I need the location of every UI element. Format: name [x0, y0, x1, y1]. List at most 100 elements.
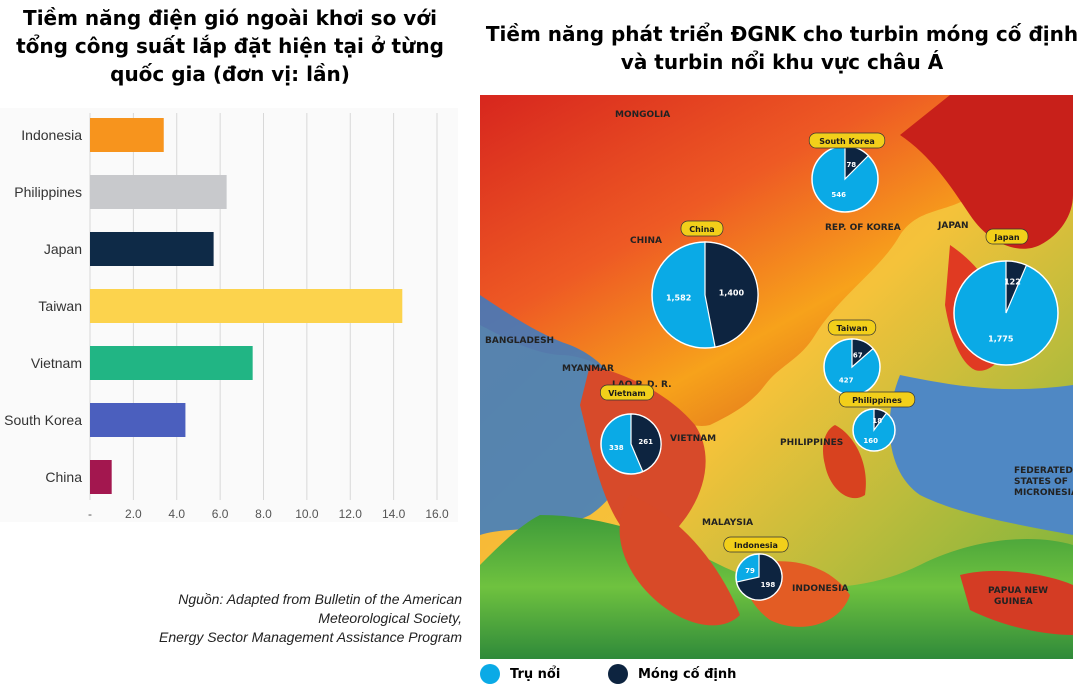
pie-taiwan: 67 427 Taiwan	[823, 319, 881, 396]
pie-slice-fixed	[735, 553, 783, 601]
pie-country-label: Vietnam	[608, 389, 645, 398]
bar-chart: - 2.0 4.0 6.0 8.0 10.0 12.0 14.0 16.0 Indonesia Ph…	[4, 113, 449, 521]
x-tick-label: -	[88, 507, 92, 521]
pie-japan: 122 1,775 Japan	[953, 228, 1059, 366]
map-label-vietnam: VIETNAM	[670, 434, 716, 444]
pie-value-floating: 1,775	[988, 334, 1014, 343]
map-label-bangladesh: BANGLADESH	[485, 336, 554, 346]
bay-of-bengal	[480, 295, 633, 535]
bar-japan	[90, 232, 214, 266]
philippines-land	[823, 425, 866, 499]
pie-badge	[808, 132, 886, 149]
legend-floating-swatch	[480, 664, 500, 684]
map-label-malaysia: MALAYSIA	[702, 518, 753, 528]
pie-country-label: Japan	[993, 233, 1020, 242]
pie-layer: 78 546 South Korea 1,400 1,582 China 122 1,775 J…	[600, 132, 1059, 601]
pie-value-fixed: 198	[761, 581, 776, 589]
legend-fixed-label: Móng cố định	[638, 666, 737, 682]
category-label: Vietnam	[31, 355, 82, 371]
map-panel: MONGOLIA CHINA REP. OF KOREA JAPAN BANGLADES…	[480, 95, 1073, 659]
pie-slice-fixed	[851, 338, 874, 369]
papua-land	[960, 570, 1073, 635]
pie-value-fixed: 261	[638, 438, 653, 446]
x-tick-label: 16.0	[425, 507, 449, 521]
source-line-3: Energy Sector Management Assistance Prog…	[159, 629, 462, 645]
source-line-1: Nguồn: Adapted from Bulletin of the Amer…	[178, 591, 462, 607]
map-chart: MONGOLIA CHINA REP. OF KOREA JAPAN BANGLADES…	[480, 95, 1073, 659]
legend-floating-label: Trụ nổi	[510, 666, 561, 682]
pie-country-label: Indonesia	[734, 541, 778, 550]
pie-value-fixed: 122	[1004, 277, 1021, 286]
bar-philippines	[90, 175, 227, 209]
pie-value-floating: 427	[839, 377, 854, 385]
pie-country-label: Taiwan	[836, 324, 867, 333]
x-tick-label: 4.0	[168, 507, 185, 521]
x-tick-label: 10.0	[295, 507, 319, 521]
pie-value-floating: 338	[609, 444, 624, 452]
bar-south-korea	[90, 403, 186, 437]
map-label-rep_korea: REP. OF KOREA	[825, 223, 901, 233]
pie-value-fixed: 1,400	[719, 288, 745, 297]
x-tick-label: 2.0	[125, 507, 142, 521]
legend-floating: Trụ nổi	[480, 663, 560, 685]
pie-china: 1,400 1,582 China	[651, 220, 759, 349]
category-label: South Korea	[4, 412, 82, 428]
bar-chart-panel: - 2.0 4.0 6.0 8.0 10.0 12.0 14.0 16.0 Indonesia Ph…	[0, 108, 458, 522]
source-line-2: Meteorological Society,	[318, 610, 462, 626]
map-label-myanmar: MYANMAR	[562, 364, 614, 374]
x-tick-label: 8.0	[255, 507, 272, 521]
pacific-ocean	[889, 375, 1073, 535]
pie-value-fixed: 67	[853, 351, 863, 359]
legend-fixed-swatch	[608, 664, 628, 684]
pie-indonesia: 198 79 Indonesia	[723, 536, 789, 601]
north-east-land	[900, 95, 1073, 249]
pie-value-fixed: 78	[846, 161, 856, 169]
pie-value-floating: 79	[745, 567, 755, 575]
map-label-indonesia: INDONESIA	[792, 584, 849, 594]
map-label-china: CHINA	[630, 236, 662, 246]
category-label: Philippines	[14, 184, 82, 200]
map-labels: MONGOLIA CHINA REP. OF KOREA JAPAN BANGLADES…	[485, 110, 1073, 607]
category-label: Japan	[44, 241, 82, 257]
category-label: Indonesia	[21, 127, 82, 143]
pie-slice-fixed	[1005, 260, 1028, 314]
category-label: China	[45, 469, 82, 485]
x-tick-label: 12.0	[339, 507, 363, 521]
legend: Trụ nổi Móng cố định	[480, 660, 1080, 687]
x-tick-label: 14.0	[382, 507, 406, 521]
pie-badge	[680, 220, 724, 237]
pie-value-floating: 160	[863, 437, 878, 445]
pie-badge	[827, 319, 877, 336]
sumatra-land	[619, 495, 740, 626]
map-chart-title: Tiềm năng phát triển ĐGNK cho turbin món…	[485, 22, 1079, 74]
pie-country-label: South Korea	[819, 137, 875, 146]
map-label-japan: JAPAN	[937, 221, 969, 231]
map-label-philippines: PHILIPPINES	[780, 438, 843, 448]
map-label-micronesia: FEDERATED STATES OF MICRONESIA	[1014, 466, 1073, 498]
bar-vietnam	[90, 346, 253, 380]
bar-chart-title: Tiềm năng điện gió ngoài khơi so với tổn…	[16, 6, 444, 86]
pie-country-label: Philippines	[852, 396, 902, 405]
source-note: Nguồn: Adapted from Bulletin of the Amer…	[60, 590, 462, 647]
pie-badge	[985, 228, 1029, 245]
map-label-papua: PAPUA NEW GUINEA	[988, 586, 1048, 607]
pie-south-korea: 78 546 South Korea	[808, 132, 886, 213]
pie-country-label: China	[689, 225, 714, 234]
pie-slice-fixed	[704, 241, 759, 348]
pie-slice-fixed	[873, 408, 888, 432]
pie-value-floating: 546	[831, 191, 846, 199]
mainland-land	[480, 95, 1073, 426]
pie-value-fixed: 18	[872, 417, 882, 425]
pie-slice-fixed	[630, 413, 662, 473]
pie-badge	[723, 536, 789, 553]
map-label-mongolia: MONGOLIA	[615, 110, 670, 120]
bar-china	[90, 460, 112, 494]
x-tick-label: 6.0	[212, 507, 229, 521]
category-label: Taiwan	[38, 298, 82, 314]
pie-badge	[838, 391, 916, 408]
pie-philippines: 18 160 Philippines	[838, 391, 916, 452]
bar-indonesia	[90, 118, 164, 152]
pie-value-floating: 1,582	[666, 294, 691, 303]
bar-taiwan	[90, 289, 403, 323]
pie-badge	[600, 384, 654, 401]
